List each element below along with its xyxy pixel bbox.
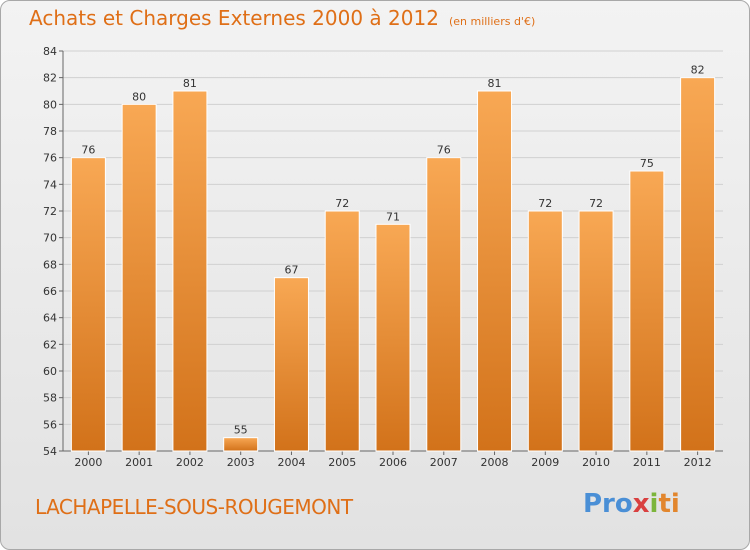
x-tick-label-2002: 2002 bbox=[176, 456, 204, 469]
bar-2009 bbox=[527, 210, 563, 452]
x-tick-label-2001: 2001 bbox=[125, 456, 153, 469]
bar-2006 bbox=[375, 223, 411, 452]
y-tick-label: 66 bbox=[43, 285, 57, 298]
x-tick-label-2007: 2007 bbox=[430, 456, 458, 469]
bar-2005 bbox=[324, 210, 360, 452]
data-label-2002: 81 bbox=[183, 77, 197, 90]
y-tick-label: 60 bbox=[43, 365, 57, 378]
bar-2008 bbox=[477, 90, 513, 452]
x-tick-label-2008: 2008 bbox=[481, 456, 509, 469]
y-tick-label: 56 bbox=[43, 418, 57, 431]
bar-2011 bbox=[629, 170, 665, 452]
x-tick-label-2006: 2006 bbox=[379, 456, 407, 469]
y-tick-label: 68 bbox=[43, 258, 57, 271]
x-tick-label-2004: 2004 bbox=[277, 456, 305, 469]
data-label-2006: 71 bbox=[386, 210, 400, 223]
y-tick-label: 54 bbox=[43, 445, 57, 458]
unit-label: (en milliers d'€) bbox=[448, 15, 536, 28]
y-tick-label: 72 bbox=[43, 205, 57, 218]
y-tick-label: 64 bbox=[43, 312, 57, 325]
location-name: LACHAPELLE-SOUS-ROUGEMONT bbox=[35, 495, 353, 519]
proxiti-logo[interactable]: Proxiti bbox=[583, 489, 680, 519]
y-tick-label: 82 bbox=[43, 72, 57, 85]
bar-2007 bbox=[426, 157, 462, 452]
x-tick-label-2005: 2005 bbox=[328, 456, 356, 469]
x-tick-label-2010: 2010 bbox=[582, 456, 610, 469]
bar-2003 bbox=[223, 437, 259, 452]
y-tick-label: 80 bbox=[43, 98, 57, 111]
data-label-2012: 82 bbox=[691, 64, 705, 77]
y-tick-label: 84 bbox=[43, 45, 57, 58]
chart-title: Achats et Charges Externes 2000 à 2012 (e… bbox=[29, 6, 536, 30]
data-label-2011: 75 bbox=[640, 157, 654, 170]
data-label-2010: 72 bbox=[589, 197, 603, 210]
bar-2004 bbox=[273, 277, 309, 452]
bar-2012 bbox=[680, 77, 716, 452]
bar-2000 bbox=[70, 157, 106, 452]
data-label-2004: 67 bbox=[284, 264, 298, 277]
data-label-2008: 81 bbox=[488, 77, 502, 90]
data-label-2009: 72 bbox=[538, 197, 552, 210]
bar-2001 bbox=[121, 103, 157, 452]
data-label-2005: 72 bbox=[335, 197, 349, 210]
y-tick-label: 78 bbox=[43, 125, 57, 138]
y-tick-label: 58 bbox=[43, 392, 57, 405]
data-label-2003: 55 bbox=[234, 424, 248, 437]
y-tick-label: 70 bbox=[43, 232, 57, 245]
y-tick-label: 62 bbox=[43, 338, 57, 351]
data-label-2007: 76 bbox=[437, 144, 451, 157]
bar-2002 bbox=[172, 90, 208, 452]
x-tick-label-2012: 2012 bbox=[684, 456, 712, 469]
data-label-2000: 76 bbox=[81, 144, 95, 157]
bar-2010 bbox=[578, 210, 614, 452]
x-tick-label-2003: 2003 bbox=[227, 456, 255, 469]
y-tick-label: 76 bbox=[43, 152, 57, 165]
x-tick-label-2000: 2000 bbox=[74, 456, 102, 469]
data-label-2001: 80 bbox=[132, 90, 146, 103]
x-tick-label-2009: 2009 bbox=[531, 456, 559, 469]
y-tick-label: 74 bbox=[43, 178, 57, 191]
x-tick-label-2011: 2011 bbox=[633, 456, 661, 469]
